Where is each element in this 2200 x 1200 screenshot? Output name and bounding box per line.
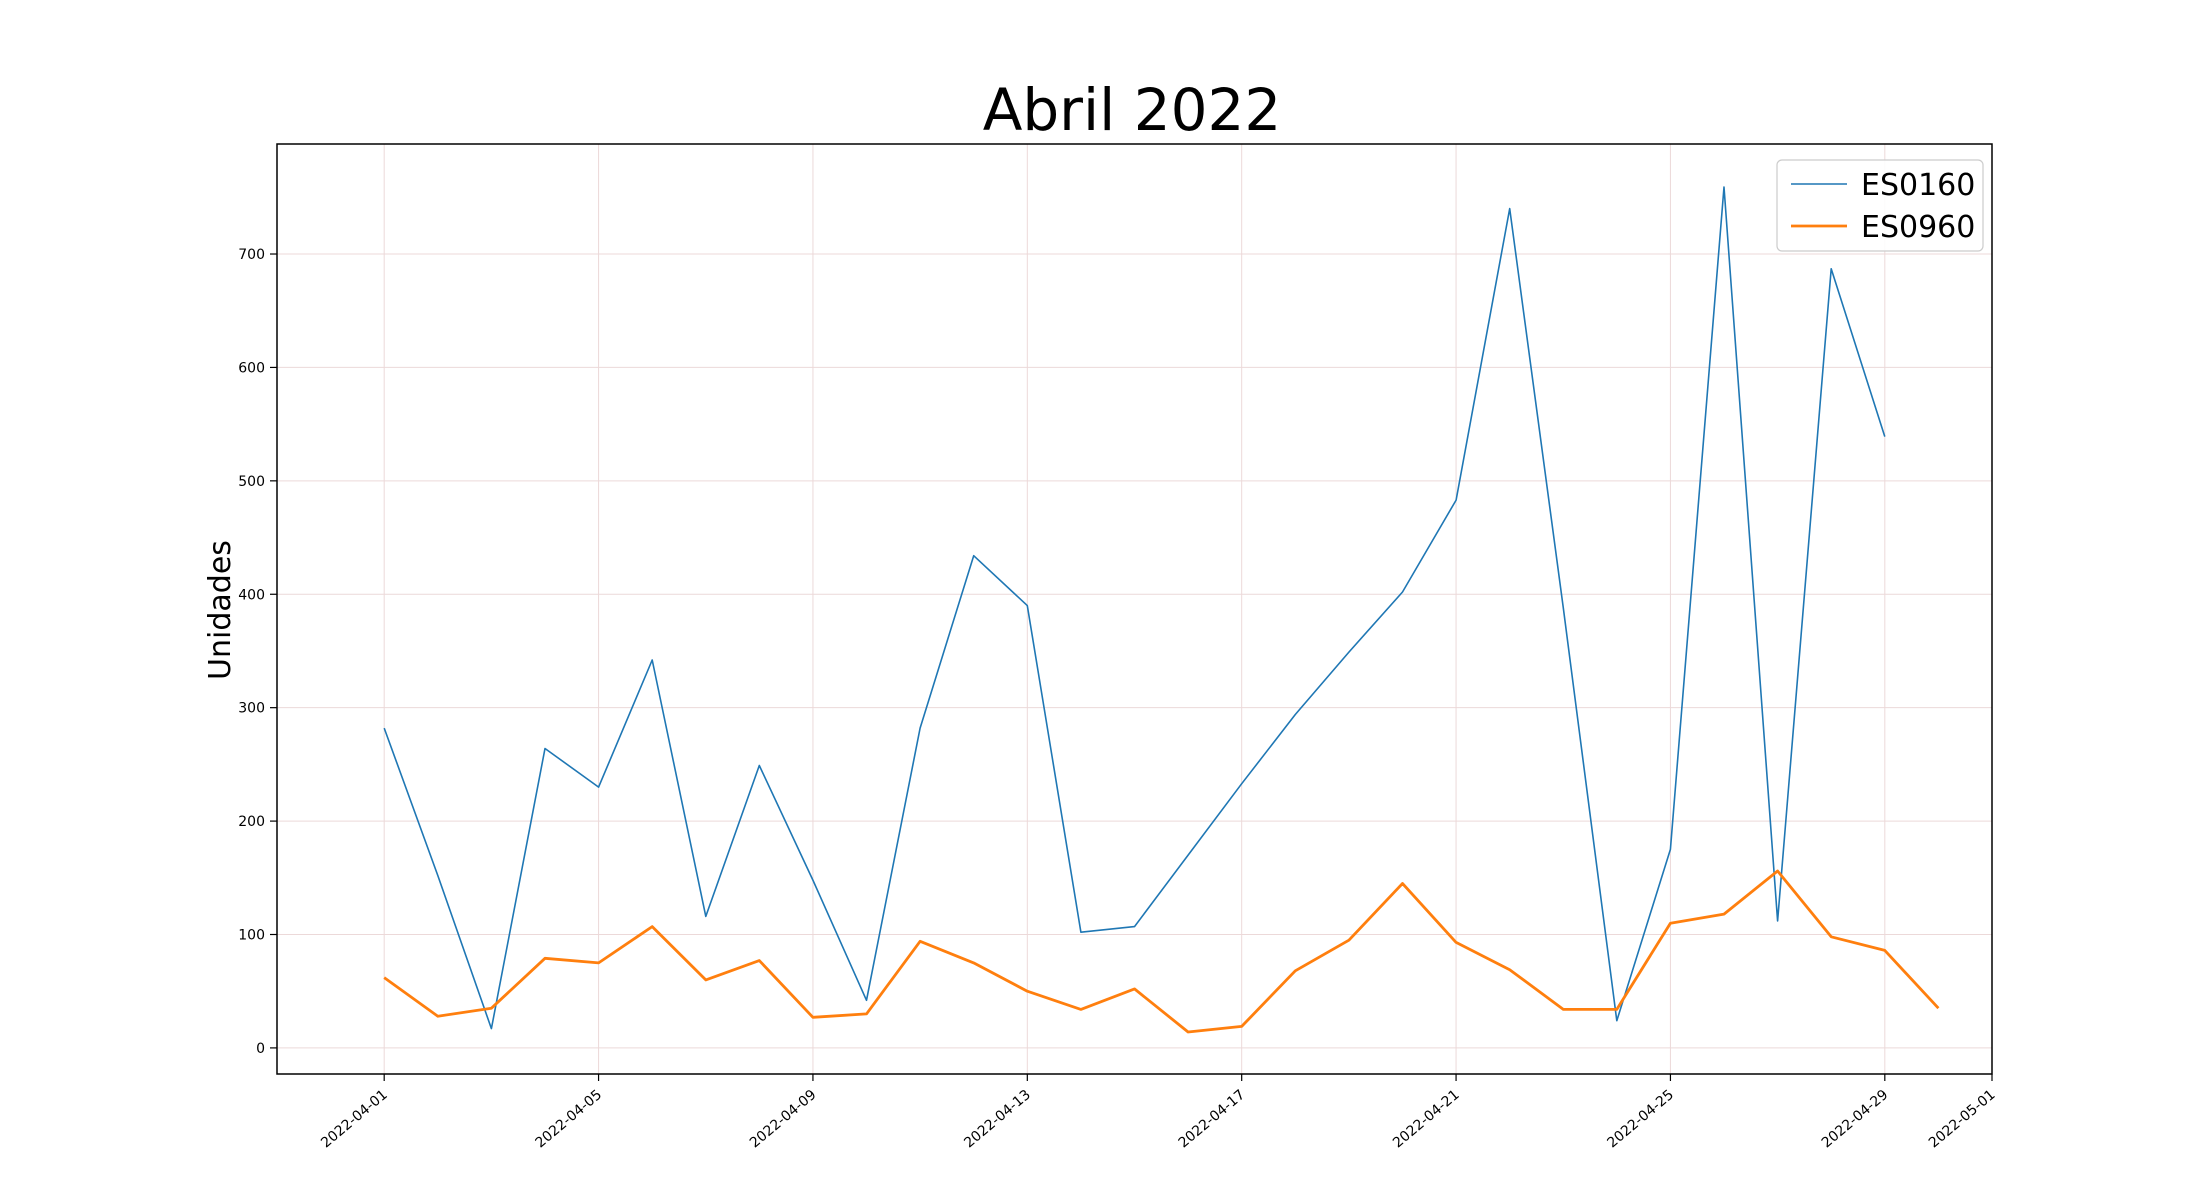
legend-box <box>1776 159 1984 252</box>
legend-label: ES0160 <box>1861 168 1975 203</box>
x-tick-label: 2022-04-17 <box>1176 1087 1249 1152</box>
axis-ticks: 0 100 200 300 400 500 600 700 2022-04-01 2022-04-… <box>238 247 1998 1151</box>
x-tick-label: 2022-05-01 <box>1926 1087 1999 1152</box>
y-tick-label: 100 <box>238 928 265 944</box>
y-tick-label: 500 <box>238 474 265 490</box>
plot-frame <box>276 143 1993 1075</box>
series-line-es0960 <box>383 869 1940 1034</box>
x-tick-label: 2022-04-21 <box>1390 1087 1463 1152</box>
y-tick-label: 300 <box>238 701 265 717</box>
x-tick-label: 2022-04-13 <box>961 1087 1034 1152</box>
y-tick-label: 400 <box>238 587 265 603</box>
series-line-es0160 <box>383 186 1886 1030</box>
y-tick-label: 200 <box>238 814 265 830</box>
y-tick-label: 0 <box>256 1041 265 1057</box>
y-tick-label: 600 <box>238 360 265 376</box>
series-lines <box>383 186 1940 1034</box>
x-tick-label: 2022-04-09 <box>747 1087 820 1152</box>
chart-title: Abril 2022 <box>983 76 1282 144</box>
x-tick-label: 2022-04-05 <box>533 1087 606 1152</box>
x-tick-label: 2022-04-25 <box>1604 1087 1677 1152</box>
x-tick-label: 2022-04-29 <box>1819 1087 1892 1152</box>
legend-label: ES0960 <box>1861 210 1975 245</box>
x-tick-label: 2022-04-01 <box>318 1087 391 1152</box>
y-tick-label: 700 <box>238 247 265 263</box>
grid <box>277 144 1993 1074</box>
y-axis-label: Unidades <box>203 540 238 680</box>
legend: ES0160 ES0960 <box>1776 159 1984 252</box>
